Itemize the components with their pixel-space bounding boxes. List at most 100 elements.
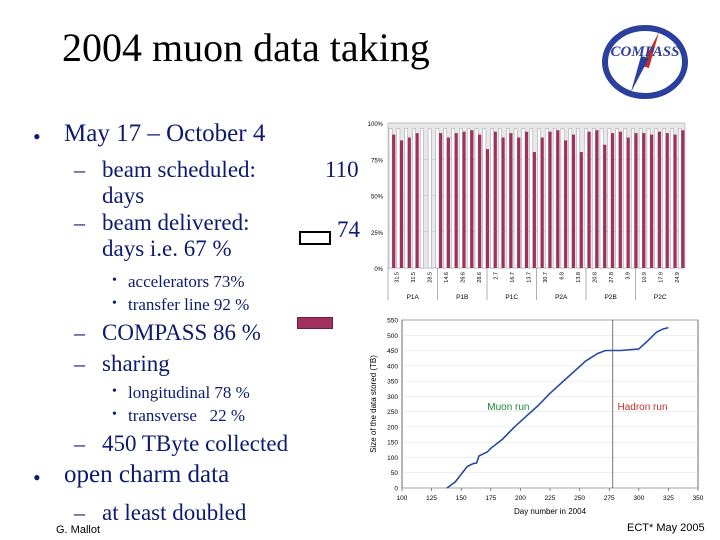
scheduled-bar xyxy=(584,128,588,269)
collected-text: 450 TByte collected xyxy=(102,431,289,456)
transverse-text: transverse 22 % xyxy=(128,406,246,425)
delivered-bar xyxy=(665,133,669,268)
line-x-tick-label: 250 xyxy=(574,495,585,502)
line-chart: 0 50 100 150 200 250 300 350 400 450 500 550 100 125… xyxy=(369,318,704,517)
line-x-tick-label: 275 xyxy=(604,495,615,502)
scheduled-bar xyxy=(420,128,424,269)
data-stored-curve xyxy=(446,326,669,489)
delivered-bar xyxy=(556,130,560,268)
dash-icon: – xyxy=(74,431,85,456)
delivered-bar xyxy=(485,149,490,268)
line-y-tick-label: 50 xyxy=(391,470,399,477)
line-x-tick-label: 200 xyxy=(515,495,526,502)
hadron-run-label: Hadron run xyxy=(617,402,667,413)
bar-week-label: 20.8 xyxy=(592,272,598,283)
delivered-bar xyxy=(657,131,661,268)
scheduled-bar xyxy=(654,128,659,269)
bar-y-tick-label: 25% xyxy=(371,231,384,237)
delivered-bar xyxy=(517,137,521,268)
bar-y-tick-label: 0% xyxy=(374,267,383,273)
period-label: P1A xyxy=(407,294,420,301)
scheduled-bar xyxy=(670,128,674,269)
beam-delivered-value: 74 xyxy=(337,217,360,242)
line-x-tick-label: 175 xyxy=(485,495,496,502)
open-charm-text: open charm data xyxy=(64,461,230,488)
line-x-tick-label: 350 xyxy=(693,495,704,502)
beam-scheduled-value: 110 xyxy=(325,157,359,182)
bar-week-label: 6.8 xyxy=(559,272,565,280)
delivered-bar xyxy=(548,131,552,268)
longitudinal-text: longitudinal 78 % xyxy=(128,383,250,402)
bullet-dot-icon: • xyxy=(33,124,41,149)
scheduled-bar xyxy=(576,128,580,269)
scheduled-bar xyxy=(646,128,651,269)
bar-week-label: 31.5 xyxy=(411,272,417,283)
delivered-bar xyxy=(399,140,404,268)
scheduled-bar xyxy=(466,128,471,269)
sub-bullet-icon: • xyxy=(112,273,117,288)
scheduled-bar xyxy=(552,128,557,269)
line-x-tick-label: 150 xyxy=(456,495,467,502)
legend-delivered-box xyxy=(297,317,333,329)
scheduled-bar xyxy=(662,128,666,269)
scheduled-bar xyxy=(638,128,643,269)
scheduled-bar xyxy=(607,128,612,269)
scheduled-bar xyxy=(388,128,393,269)
line-y-tick-label: 500 xyxy=(387,333,398,340)
period-label: P1B xyxy=(456,294,468,301)
scheduled-bar xyxy=(560,128,565,269)
bar-y-tick-label: 100% xyxy=(368,122,384,128)
line-y-tick-label: 550 xyxy=(387,318,398,325)
line-x-tick-label: 300 xyxy=(633,495,644,502)
bar-week-label: 27.8 xyxy=(609,272,615,283)
scheduled-bar xyxy=(474,128,479,269)
bar-week-label: 30.7 xyxy=(543,272,549,283)
scheduled-bar xyxy=(599,128,604,269)
bar-week-label: 13.8 xyxy=(576,272,582,283)
delivered-bar xyxy=(493,131,497,268)
bullet-dot-icon: • xyxy=(33,465,41,490)
delivered-bar xyxy=(415,133,419,268)
scheduled-bar xyxy=(396,128,401,269)
line-x-tick-label: 225 xyxy=(545,495,556,502)
bullet-period: May 17 – October 4 xyxy=(64,120,266,147)
footer-event: ECT* May 2005 xyxy=(627,522,705,534)
bar-y-tick-label: 50% xyxy=(371,195,384,201)
delivered-bar xyxy=(564,140,568,268)
line-y-tick-label: 450 xyxy=(387,348,398,355)
delivered-bar xyxy=(407,137,411,268)
bar-week-label: 13.7 xyxy=(526,272,532,283)
delivered-bar xyxy=(618,131,622,268)
muon-run-label: Muon run xyxy=(487,402,529,413)
delivered-bar xyxy=(634,133,638,268)
beam-scheduled-label: beam scheduled: xyxy=(102,157,256,182)
sharing-text: sharing xyxy=(102,351,170,376)
bar-week-label: 3.9 xyxy=(625,272,631,280)
delivered-bar xyxy=(478,134,482,268)
bar-week-label: 24.9 xyxy=(675,272,681,283)
line-y-tick-label: 250 xyxy=(387,409,398,416)
sub-bullet-icon: • xyxy=(112,407,117,422)
x-axis-label: Day number in 2004 xyxy=(514,507,587,516)
dash-icon: – xyxy=(74,500,85,525)
delivered-bar xyxy=(509,133,513,268)
line-y-tick-label: 300 xyxy=(387,394,398,401)
logo-text: COMPASS xyxy=(611,44,680,60)
scheduled-bar xyxy=(482,128,487,269)
line-y-tick-label: 400 xyxy=(387,363,398,370)
bar-week-label: 16.7 xyxy=(510,272,516,283)
bar-week-label: 31.5 xyxy=(394,272,400,283)
delivered-bar xyxy=(439,133,443,268)
scheduled-bar xyxy=(498,128,502,269)
delivered-bar xyxy=(650,134,654,268)
beam-scheduled-unit: days xyxy=(102,183,145,208)
scheduled-bar xyxy=(513,128,518,269)
dash-icon: – xyxy=(74,351,85,376)
scheduled-bar xyxy=(427,128,432,269)
line-y-tick-label: 100 xyxy=(387,455,398,462)
bar-week-label: 2.7 xyxy=(493,272,499,280)
delivered-bar xyxy=(501,137,505,268)
delivered-bar xyxy=(642,133,646,268)
bar-y-tick-label: 75% xyxy=(371,158,384,164)
line-y-tick-label: 0 xyxy=(394,486,398,493)
